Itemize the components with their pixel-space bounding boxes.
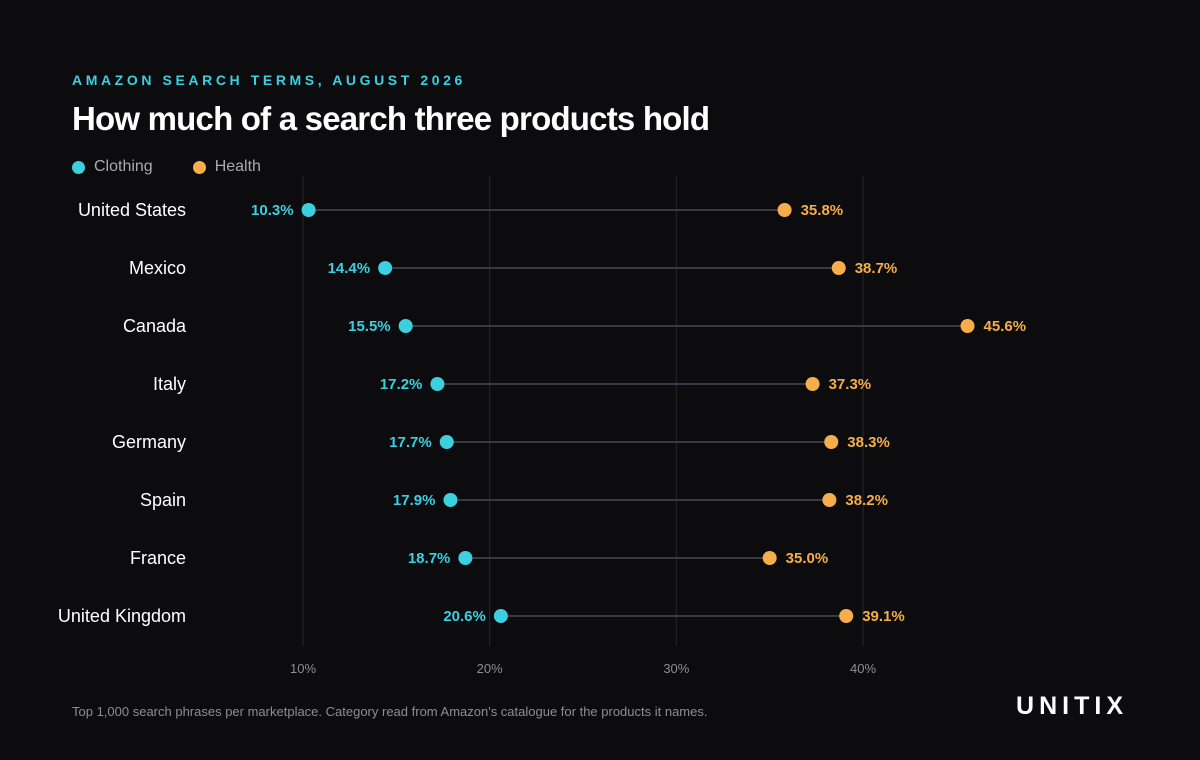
- category-label: Spain: [140, 490, 186, 510]
- clothing-point: [443, 493, 458, 507]
- health-point: [960, 319, 975, 333]
- health-point: [831, 261, 846, 275]
- brand-logo: UNITIX: [1016, 692, 1128, 720]
- clothing-value-label: 18.7%: [408, 550, 451, 567]
- category-label: Mexico: [129, 258, 186, 278]
- clothing-point: [430, 377, 445, 391]
- clothing-point: [398, 319, 413, 333]
- health-value-label: 39.1%: [862, 608, 905, 625]
- chart-title: How much of a search three products hold: [72, 100, 710, 137]
- legend-dot-health: [192, 160, 206, 174]
- clothing-point: [458, 551, 473, 565]
- health-point: [777, 203, 792, 217]
- health-point: [822, 493, 837, 507]
- health-value-label: 35.0%: [786, 550, 829, 567]
- health-point: [805, 377, 820, 391]
- category-label: Italy: [153, 374, 186, 394]
- category-label: Germany: [112, 432, 186, 452]
- legend-item-health: Health: [192, 158, 261, 176]
- kicker: AMAZON SEARCH TERMS, AUGUST 2026: [72, 72, 466, 88]
- x-tick-label: 10%: [290, 661, 316, 676]
- x-tick-label: 30%: [663, 661, 689, 676]
- health-value-label: 38.3%: [847, 434, 890, 451]
- legend: Clothing Health: [72, 158, 261, 176]
- category-label: Canada: [123, 316, 187, 336]
- legend-item-clothing: Clothing: [72, 158, 153, 176]
- clothing-value-label: 17.9%: [393, 492, 436, 509]
- x-tick-label: 20%: [477, 661, 503, 676]
- clothing-value-label: 17.7%: [389, 434, 432, 451]
- health-value-label: 38.2%: [845, 492, 888, 509]
- x-tick-label: 40%: [850, 661, 876, 676]
- legend-label-clothing: Clothing: [94, 158, 153, 175]
- category-label: United States: [78, 200, 186, 220]
- clothing-point: [301, 203, 316, 217]
- clothing-value-label: 14.4%: [328, 260, 371, 277]
- category-label: France: [130, 548, 186, 568]
- clothing-point: [378, 261, 393, 275]
- clothing-value-label: 10.3%: [251, 202, 294, 219]
- footnote: Top 1,000 search phrases per marketplace…: [72, 704, 708, 719]
- health-point: [839, 609, 854, 623]
- clothing-point: [493, 609, 508, 623]
- health-point: [824, 435, 839, 449]
- legend-label-health: Health: [214, 158, 261, 175]
- health-value-label: 35.8%: [801, 202, 844, 219]
- clothing-value-label: 20.6%: [443, 608, 486, 625]
- legend-dot-clothing: [72, 160, 85, 174]
- health-value-label: 45.6%: [984, 318, 1027, 335]
- clothing-value-label: 15.5%: [348, 318, 391, 335]
- clothing-point: [439, 435, 454, 449]
- clothing-value-label: 17.2%: [380, 376, 423, 393]
- health-value-label: 37.3%: [829, 376, 872, 393]
- health-point: [762, 551, 777, 565]
- category-label: United Kingdom: [58, 606, 186, 626]
- health-value-label: 38.7%: [855, 260, 898, 277]
